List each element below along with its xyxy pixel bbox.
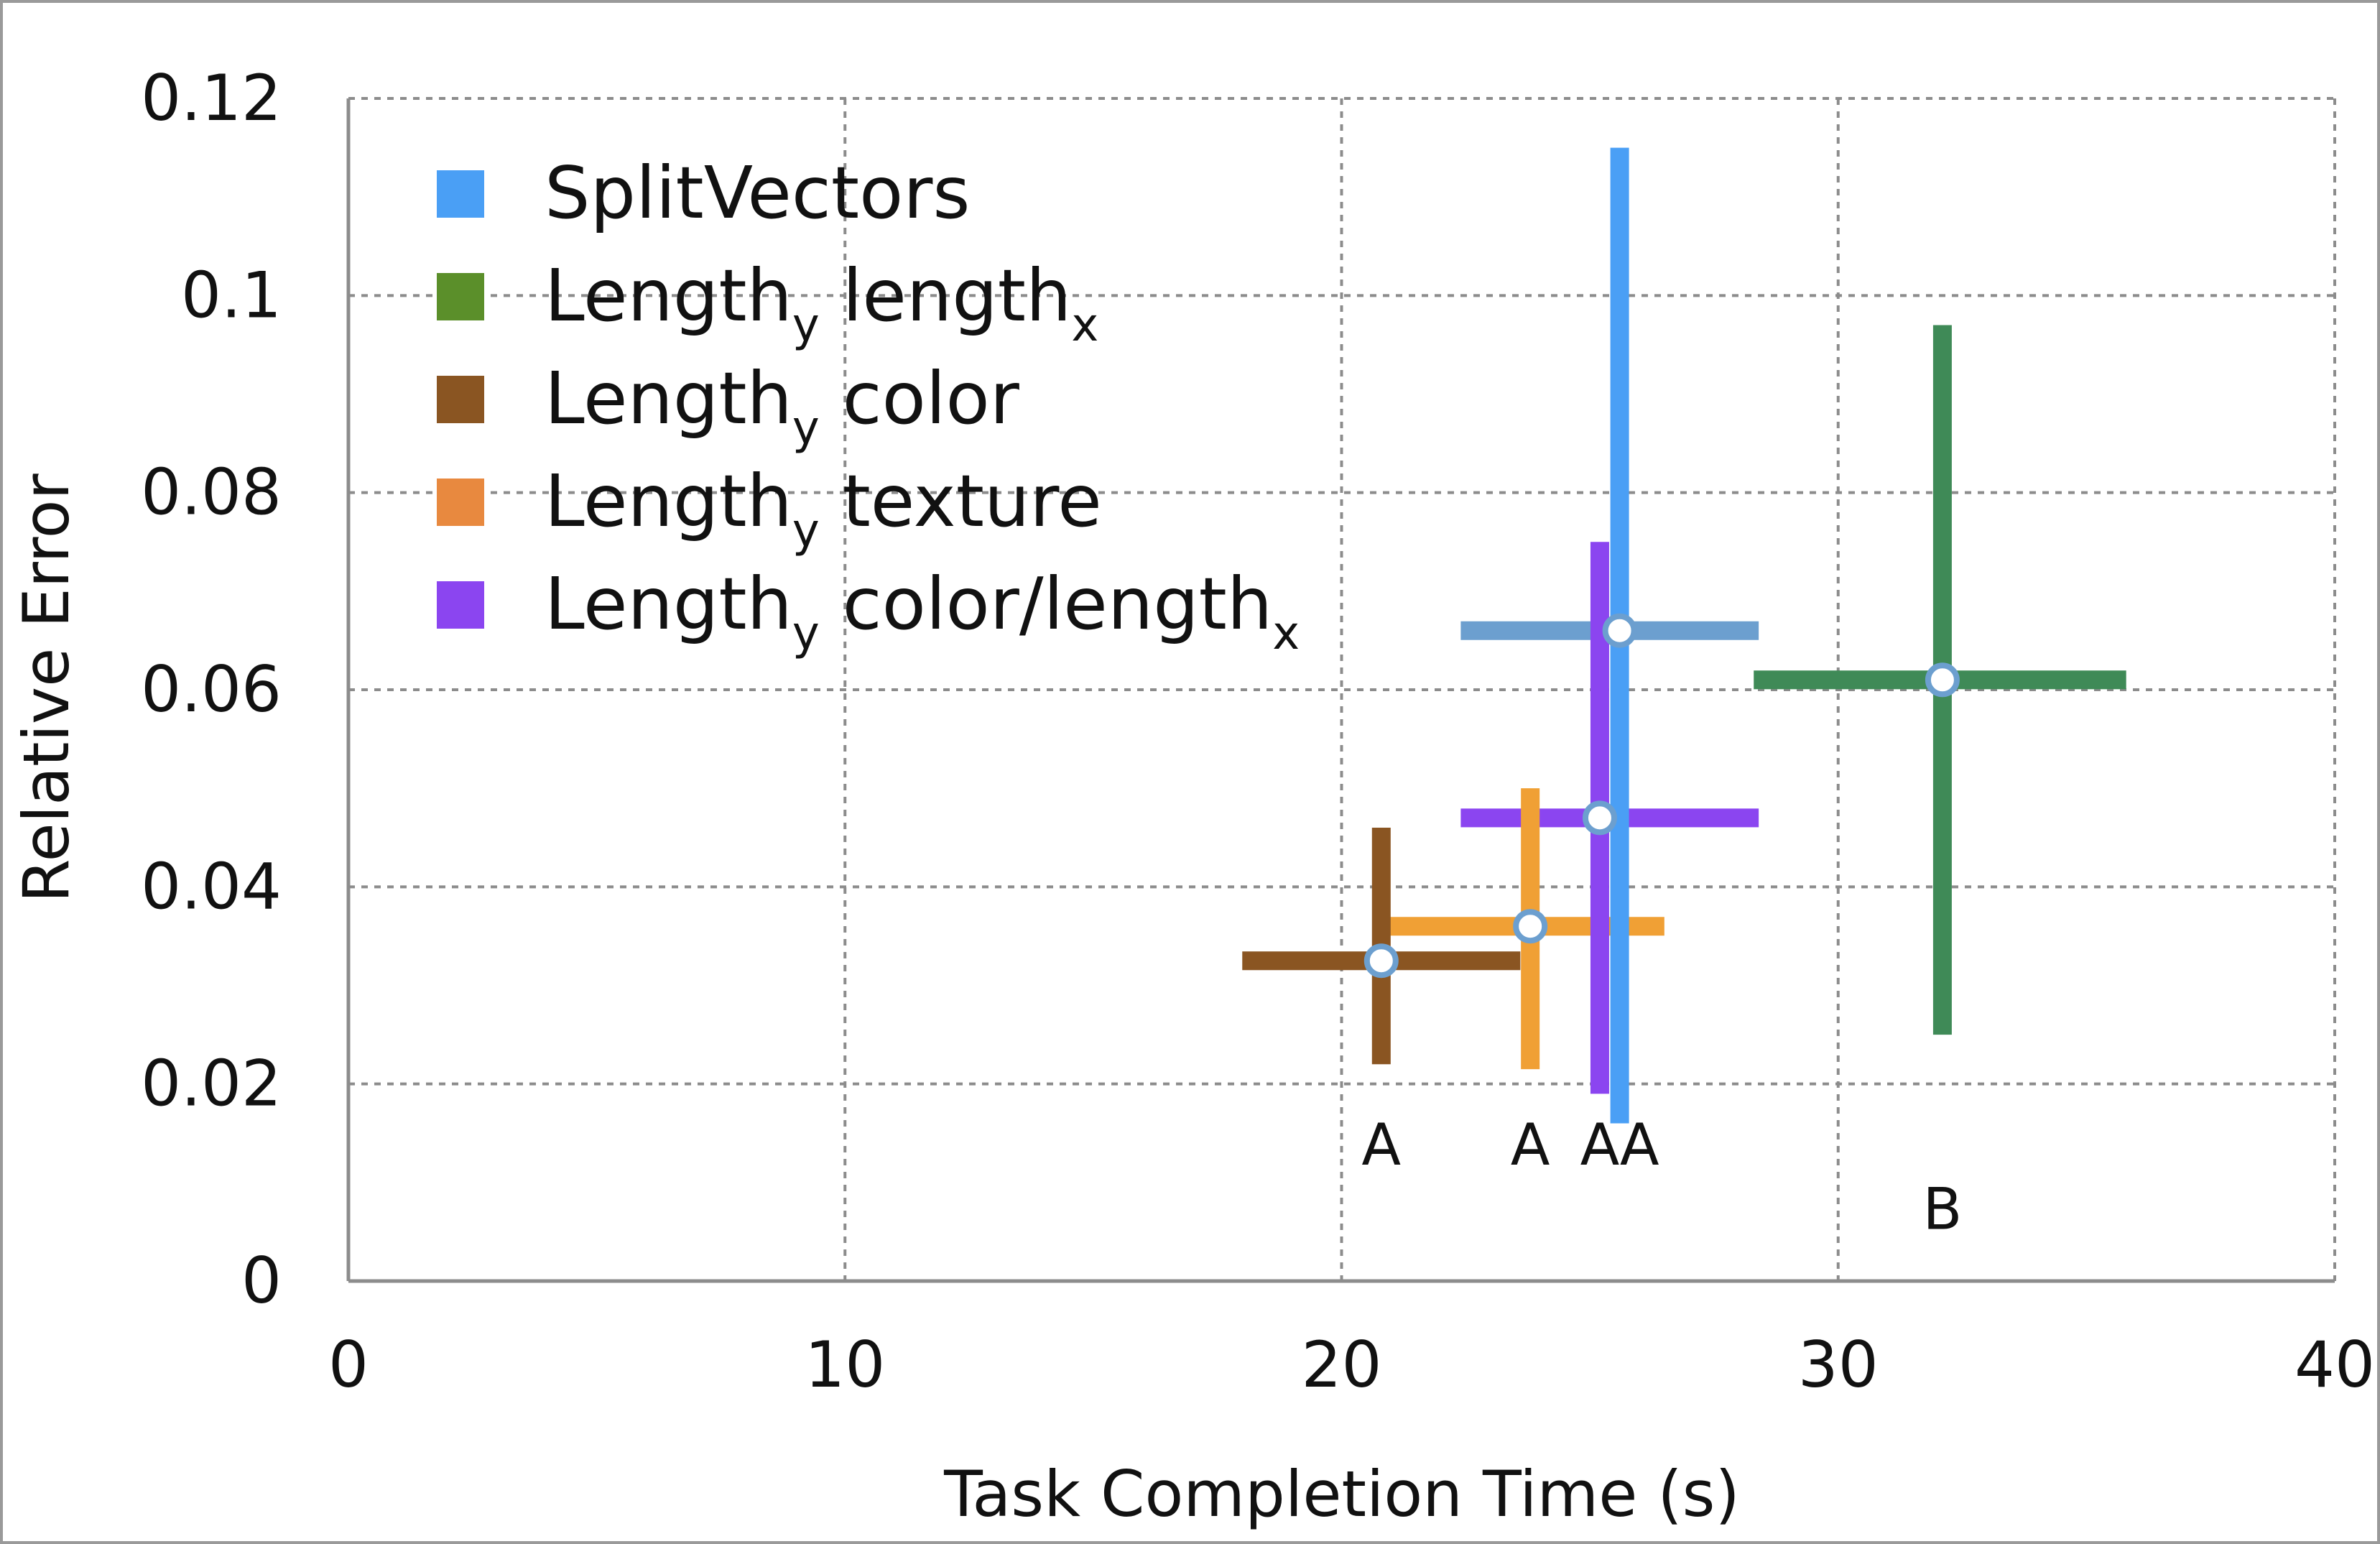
axis-layer: 0 10 20 30 40 0 0.02 0.04 0.06 0.08 0.1 0.12 bbox=[141, 61, 2375, 1402]
mean-marker bbox=[1925, 662, 1960, 698]
mean-marker bbox=[1363, 943, 1399, 979]
legend-label: SplitVectors bbox=[545, 151, 970, 235]
legend-label: Lengthy lengthx bbox=[545, 254, 1098, 352]
group-label: A bbox=[1361, 1111, 1401, 1178]
legend-swatch bbox=[437, 581, 484, 629]
grid-layer bbox=[348, 97, 2336, 1281]
legend-swatch bbox=[437, 376, 484, 423]
y-tick-label: 0.04 bbox=[141, 849, 282, 923]
x-tick-label: 40 bbox=[2295, 1328, 2375, 1402]
legend-label: Lengthy color bbox=[545, 356, 1020, 455]
x-axis-title: Task Completion Time (s) bbox=[943, 1457, 1740, 1531]
y-tick-label: 0.12 bbox=[141, 61, 282, 135]
y-tick-label: 0.1 bbox=[181, 258, 282, 332]
group-label: B bbox=[1922, 1175, 1962, 1242]
legend-swatch bbox=[437, 273, 484, 320]
x-tick-label: 30 bbox=[1798, 1328, 1879, 1402]
y-tick-label: 0.08 bbox=[141, 456, 282, 530]
mean-marker bbox=[1513, 909, 1548, 944]
x-tick-label: 20 bbox=[1302, 1328, 1382, 1402]
group-label: A bbox=[1511, 1111, 1550, 1178]
x-tick-label: 0 bbox=[328, 1328, 369, 1402]
mean-marker bbox=[1582, 800, 1617, 836]
group-label: A bbox=[1620, 1111, 1659, 1178]
y-axis-title: Relative Error bbox=[9, 473, 83, 903]
legend-swatch bbox=[437, 479, 484, 526]
legend-label: Lengthy color/lengthx bbox=[545, 562, 1300, 660]
legend-label: Lengthy texture bbox=[545, 459, 1102, 558]
mean-marker bbox=[1602, 613, 1637, 648]
y-tick-label: 0.06 bbox=[141, 652, 282, 726]
y-tick-label: 0 bbox=[241, 1244, 282, 1318]
group-label: A bbox=[1580, 1111, 1620, 1178]
group-labels-layer: A A A AB bbox=[1361, 1111, 1962, 1242]
legend-swatch bbox=[437, 170, 484, 218]
y-tick-label: 0.02 bbox=[141, 1047, 282, 1121]
x-tick-label: 10 bbox=[805, 1328, 885, 1402]
error-bars-layer bbox=[1242, 147, 2126, 1124]
